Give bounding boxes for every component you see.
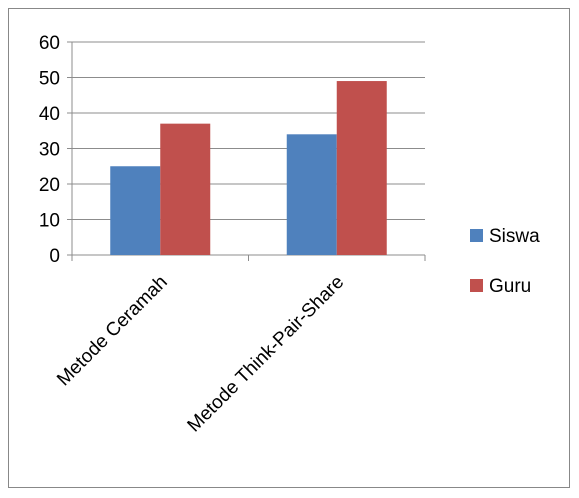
legend-label-siswa: Siswa (489, 226, 540, 247)
legend-label-guru: Guru (489, 276, 531, 297)
x-category-label: Metode Ceramah (53, 272, 172, 391)
legend-swatch-siswa (470, 229, 483, 242)
bar-guru-2 (336, 81, 387, 255)
y-tick-label: 0 (49, 246, 60, 267)
y-tick-label: 10 (39, 211, 60, 232)
legend-swatch-guru (470, 279, 483, 292)
bar-siswa-2 (286, 134, 337, 255)
y-tick-label: 40 (39, 104, 60, 125)
y-tick-label: 50 (39, 69, 60, 90)
bar-guru-1 (160, 123, 211, 256)
y-tick-label: 20 (39, 175, 60, 196)
y-tick-label: 30 (39, 140, 60, 161)
y-tick-label: 60 (39, 33, 60, 54)
bar-siswa-1 (110, 166, 161, 255)
x-category-label: Metode Think-Pair-Share (184, 272, 349, 437)
